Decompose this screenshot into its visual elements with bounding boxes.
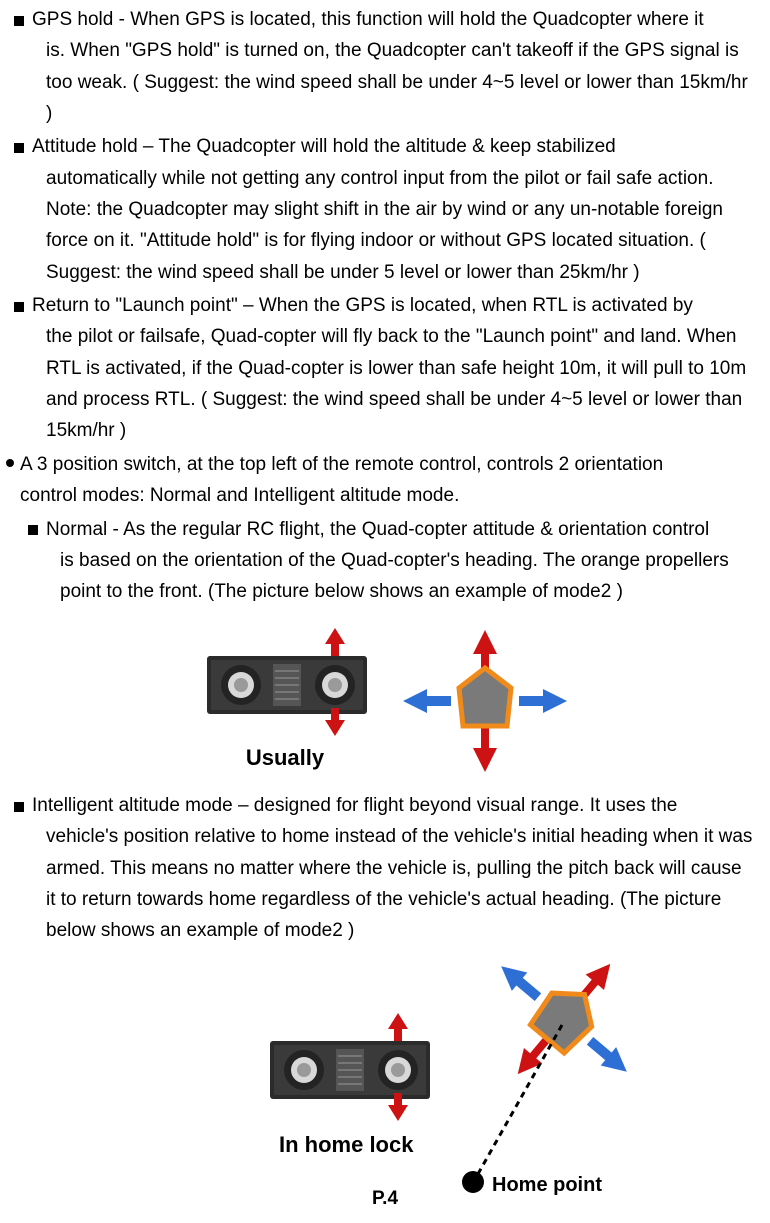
round-bullet-icon xyxy=(6,449,20,512)
bullet-gps-hold: GPS hold - When GPS is located, this fun… xyxy=(14,4,756,129)
quadcopter-home-lock-icon xyxy=(454,929,714,1209)
bullet-rtl: Return to "Launch point" – When the GPS … xyxy=(14,290,756,447)
square-bullet-icon xyxy=(14,290,32,447)
text: Return to "Launch point" – When the GPS … xyxy=(32,290,756,321)
text: is based on the orientation of the Quad-… xyxy=(46,545,756,608)
text: is. When "GPS hold" is turned on, the Qu… xyxy=(32,35,756,129)
square-bullet-icon xyxy=(14,131,32,288)
home-point-icon xyxy=(462,1171,484,1193)
text: GPS hold - When GPS is located, this fun… xyxy=(32,4,756,35)
diagram-label-in-home-lock: In home lock xyxy=(279,1127,413,1163)
page-number: P.4 xyxy=(372,1183,398,1214)
text: Intelligent altitude mode – designed for… xyxy=(32,790,756,821)
diagram-in-home-lock: In home lock Home point xyxy=(14,953,756,1213)
diagram-label-usually: Usually xyxy=(246,740,324,776)
controller-icon xyxy=(258,1011,438,1123)
square-bullet-icon xyxy=(14,790,32,947)
text: A 3 position switch, at the top left of … xyxy=(20,454,663,475)
text: control modes: Normal and Intelligent al… xyxy=(20,485,459,506)
bullet-intelligent-mode: Intelligent altitude mode – designed for… xyxy=(14,790,756,947)
text: automatically while not getting any cont… xyxy=(32,163,756,288)
square-bullet-icon xyxy=(14,4,32,129)
text: Attitude hold – The Quadcopter will hold… xyxy=(32,131,756,162)
bullet-attitude-hold: Attitude hold – The Quadcopter will hold… xyxy=(14,131,756,288)
text: the pilot or failsafe, Quad-copter will … xyxy=(32,321,756,446)
quadcopter-direction-icon xyxy=(395,626,575,776)
home-point-label: Home point xyxy=(492,1169,602,1202)
bullet-normal-mode: Normal - As the regular RC flight, the Q… xyxy=(14,514,756,608)
text: Normal - As the regular RC flight, the Q… xyxy=(46,514,756,545)
diagram-usually: Usually xyxy=(14,626,756,776)
controller-icon xyxy=(195,626,375,738)
bullet-three-position-switch: A 3 position switch, at the top left of … xyxy=(6,449,756,512)
square-bullet-icon xyxy=(28,514,46,608)
